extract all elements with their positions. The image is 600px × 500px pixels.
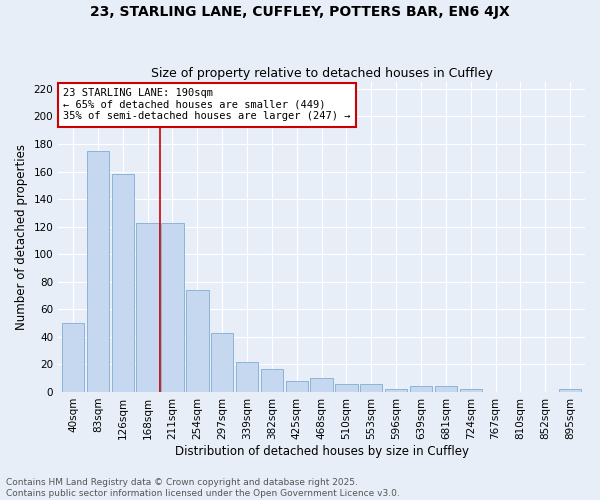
Bar (385, 389, 407, 392)
Bar (360, 384, 382, 392)
Bar (87, 151, 109, 392)
Bar (434, 386, 457, 392)
Bar (186, 290, 209, 392)
Text: 23, STARLING LANE, CUFFLEY, POTTERS BAR, EN6 4JX: 23, STARLING LANE, CUFFLEY, POTTERS BAR,… (90, 5, 510, 19)
Bar (286, 381, 308, 392)
Y-axis label: Number of detached properties: Number of detached properties (15, 144, 28, 330)
Bar (310, 378, 333, 392)
Bar (410, 386, 432, 392)
Bar (112, 174, 134, 392)
Bar (460, 389, 482, 392)
Text: 23 STARLING LANE: 190sqm
← 65% of detached houses are smaller (449)
35% of semi-: 23 STARLING LANE: 190sqm ← 65% of detach… (64, 88, 351, 122)
X-axis label: Distribution of detached houses by size in Cuffley: Distribution of detached houses by size … (175, 444, 469, 458)
Title: Size of property relative to detached houses in Cuffley: Size of property relative to detached ho… (151, 66, 493, 80)
Bar (236, 362, 258, 392)
Bar (211, 332, 233, 392)
Bar (161, 222, 184, 392)
Text: Contains HM Land Registry data © Crown copyright and database right 2025.
Contai: Contains HM Land Registry data © Crown c… (6, 478, 400, 498)
Bar (136, 222, 159, 392)
Bar (260, 368, 283, 392)
Bar (335, 384, 358, 392)
Bar (559, 389, 581, 392)
Bar (62, 323, 84, 392)
